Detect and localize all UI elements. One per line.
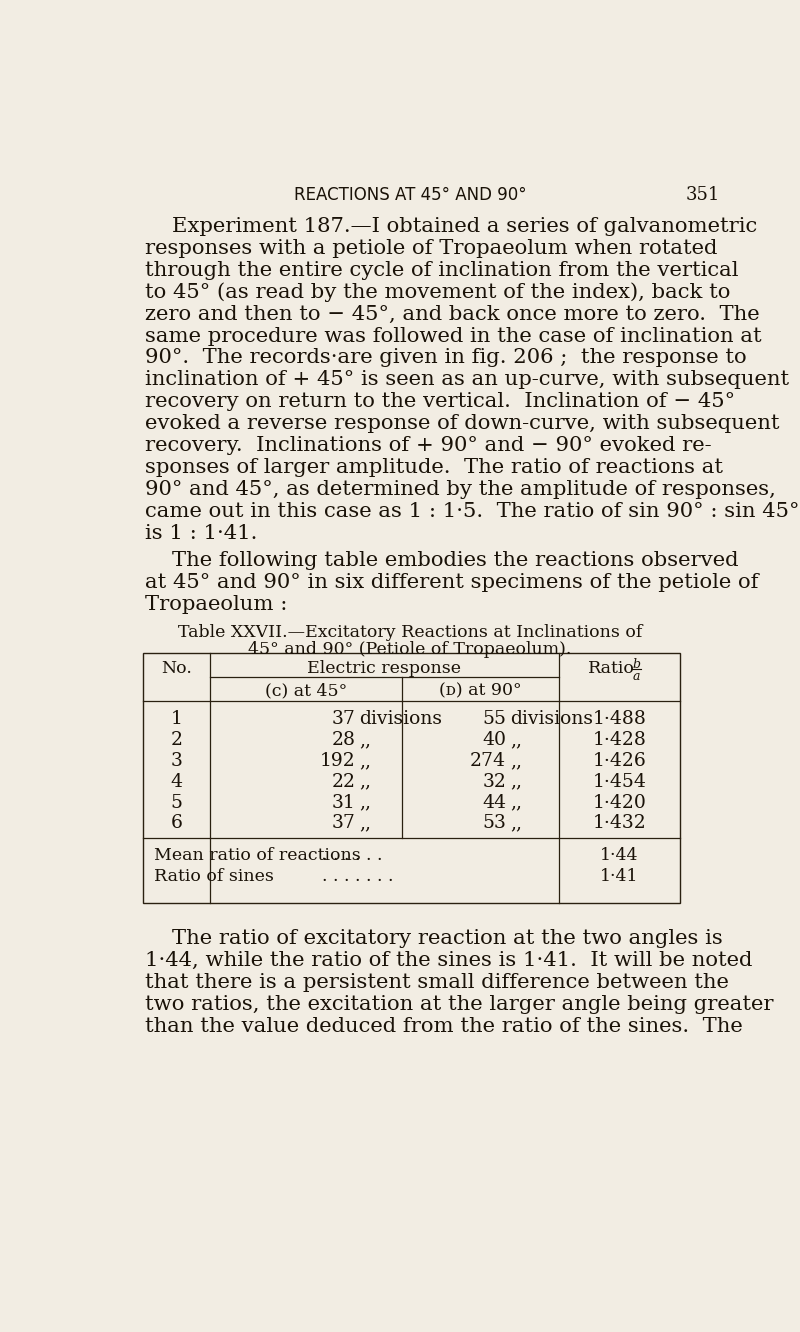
Text: 40: 40 [482, 731, 506, 749]
Text: divisions: divisions [510, 710, 593, 729]
Text: 37: 37 [332, 814, 356, 832]
Text: 2: 2 [170, 731, 182, 749]
Text: 90°.  The records·are given in fig. 206 ;  the response to: 90°. The records·are given in fig. 206 ;… [145, 349, 746, 368]
Text: ,,: ,, [360, 773, 372, 791]
Text: 351: 351 [686, 186, 720, 204]
Text: 28: 28 [332, 731, 356, 749]
Text: Experiment 187.—I obtained a series of galvanometric: Experiment 187.—I obtained a series of g… [145, 217, 758, 236]
Text: (ᴄ) at 45°: (ᴄ) at 45° [265, 682, 347, 699]
Text: 31: 31 [332, 794, 356, 811]
Text: two ratios, the excitation at the larger angle being greater: two ratios, the excitation at the larger… [145, 995, 774, 1014]
Text: 53: 53 [482, 814, 506, 832]
Text: 4: 4 [170, 773, 182, 791]
Text: 1·488: 1·488 [592, 710, 646, 729]
Text: 22: 22 [332, 773, 356, 791]
Text: responses with a petiole of Tropaeolum when rotated: responses with a petiole of Tropaeolum w… [145, 238, 718, 258]
Text: ,,: ,, [510, 731, 522, 749]
Text: 3: 3 [170, 753, 182, 770]
Text: recovery.  Inclinations of + 90° and − 90° evoked re-: recovery. Inclinations of + 90° and − 90… [145, 437, 711, 456]
Text: ,,: ,, [360, 731, 372, 749]
Text: 44: 44 [482, 794, 506, 811]
Text: at 45° and 90° in six different specimens of the petiole of: at 45° and 90° in six different specimen… [145, 573, 758, 591]
Text: divisions: divisions [360, 710, 442, 729]
Text: 1·41: 1·41 [600, 868, 638, 886]
Text: 5: 5 [170, 794, 182, 811]
Text: 1·428: 1·428 [592, 731, 646, 749]
Text: 1·454: 1·454 [592, 773, 646, 791]
Text: (ᴅ) at 90°: (ᴅ) at 90° [439, 682, 522, 699]
Text: Ratio of sines: Ratio of sines [154, 868, 274, 886]
Text: came out in this case as 1 : 1·5.  The ratio of sin 90° : sin 45°: came out in this case as 1 : 1·5. The ra… [145, 502, 799, 521]
Text: recovery on return to the vertical.  Inclination of − 45°: recovery on return to the vertical. Incl… [145, 393, 735, 412]
Text: 37: 37 [332, 710, 356, 729]
Text: 1: 1 [170, 710, 182, 729]
Text: inclination of + 45° is seen as an up-curve, with subsequent: inclination of + 45° is seen as an up-cu… [145, 370, 789, 389]
Text: The following table embodies the reactions observed: The following table embodies the reactio… [145, 550, 738, 570]
Text: ,,: ,, [360, 794, 372, 811]
Text: Table XXVII.—Excitatory Reactions at Inclinations of: Table XXVII.—Excitatory Reactions at Inc… [178, 625, 642, 641]
Text: 55: 55 [482, 710, 506, 729]
Text: ,,: ,, [510, 773, 522, 791]
Text: a: a [633, 670, 640, 683]
Text: 32: 32 [482, 773, 506, 791]
Bar [143, 654, 680, 903]
Text: 1·426: 1·426 [592, 753, 646, 770]
Text: 274: 274 [470, 753, 506, 770]
Text: 192: 192 [320, 753, 356, 770]
Text: 1·420: 1·420 [592, 794, 646, 811]
Text: . . . . . . .: . . . . . . . [322, 868, 393, 886]
Text: evoked a reverse response of down-curve, with subsequent: evoked a reverse response of down-curve,… [145, 414, 779, 433]
Text: Electric response: Electric response [307, 659, 462, 677]
Text: 6: 6 [170, 814, 182, 832]
Text: to 45° (as read by the movement of the index), back to: to 45° (as read by the movement of the i… [145, 282, 730, 302]
Text: sponses of larger amplitude.  The ratio of reactions at: sponses of larger amplitude. The ratio o… [145, 458, 723, 477]
Text: zero and then to − 45°, and back once more to zero.  The: zero and then to − 45°, and back once mo… [145, 305, 759, 324]
Text: 90° and 45°, as determined by the amplitude of responses,: 90° and 45°, as determined by the amplit… [145, 480, 776, 500]
Text: Ratio: Ratio [588, 659, 635, 677]
Text: The ratio of excitatory reaction at the two angles is: The ratio of excitatory reaction at the … [145, 930, 722, 948]
Text: b: b [632, 658, 640, 671]
Text: 1·44: 1·44 [600, 847, 638, 864]
Text: 45° and 90° (Petiole of Tropaeolum).: 45° and 90° (Petiole of Tropaeolum). [248, 641, 572, 658]
Text: same procedure was followed in the case of inclination at: same procedure was followed in the case … [145, 326, 762, 345]
Text: ,,: ,, [510, 753, 522, 770]
Text: ,,: ,, [360, 814, 372, 832]
Text: ,,: ,, [510, 814, 522, 832]
Text: Tropaeolum :: Tropaeolum : [145, 594, 287, 614]
Text: 1·44, while the ratio of the sines is 1·41.  It will be noted: 1·44, while the ratio of the sines is 1·… [145, 951, 752, 970]
Text: No.: No. [162, 659, 192, 677]
Text: 1·432: 1·432 [592, 814, 646, 832]
Text: through the entire cycle of inclination from the vertical: through the entire cycle of inclination … [145, 261, 738, 280]
Text: ,,: ,, [510, 794, 522, 811]
Text: REACTIONS AT 45° AND 90°: REACTIONS AT 45° AND 90° [294, 186, 526, 204]
Text: . . . . . .: . . . . . . [322, 847, 382, 864]
Text: ,,: ,, [360, 753, 372, 770]
Text: than the value deduced from the ratio of the sines.  The: than the value deduced from the ratio of… [145, 1016, 742, 1036]
Text: is 1 : 1·41.: is 1 : 1·41. [145, 523, 258, 543]
Text: that there is a persistent small difference between the: that there is a persistent small differe… [145, 972, 729, 992]
Text: Mean ratio of reactions: Mean ratio of reactions [154, 847, 361, 864]
